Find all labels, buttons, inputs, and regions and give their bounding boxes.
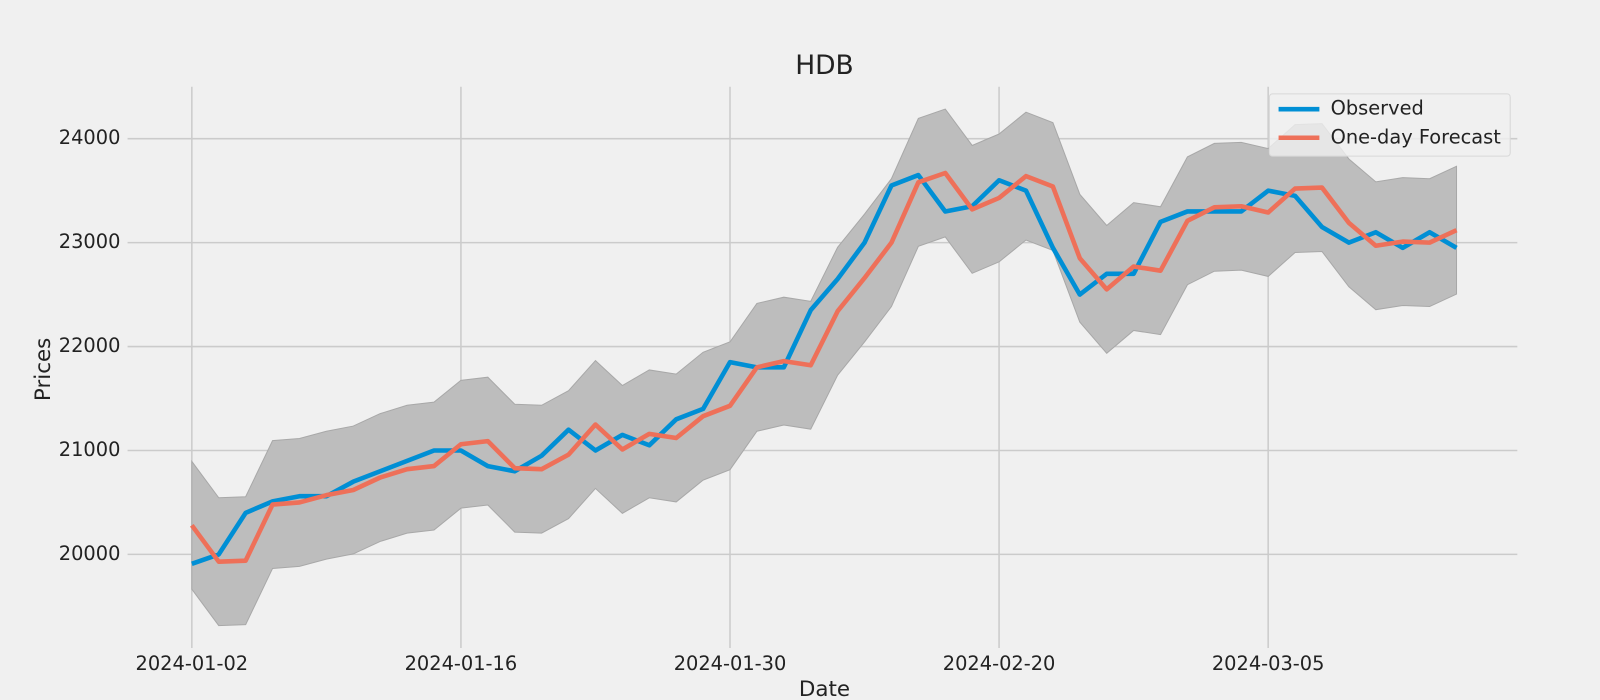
x-axis-label: Date bbox=[799, 677, 850, 700]
x-tick-label: 2024-01-02 bbox=[136, 652, 249, 675]
x-tick-label: 2024-01-16 bbox=[405, 652, 518, 675]
chart-title: HDB bbox=[795, 50, 854, 81]
y-axis-label: Prices bbox=[31, 338, 56, 401]
x-tick-label: 2024-01-30 bbox=[674, 652, 787, 675]
legend-box bbox=[1268, 93, 1511, 157]
x-tick-label: 2024-02-20 bbox=[943, 652, 1056, 675]
series-line bbox=[189, 170, 1458, 564]
y-tick-label: 20000 bbox=[59, 542, 121, 565]
legend: Observed One-day Forecast bbox=[1268, 93, 1511, 157]
y-tick-label: 24000 bbox=[59, 126, 121, 149]
y-tick-label: 21000 bbox=[59, 438, 121, 461]
legend-label: Observed bbox=[1331, 97, 1424, 120]
y-tick-label: 23000 bbox=[59, 230, 121, 253]
legend-label: One-day Forecast bbox=[1331, 125, 1502, 148]
x-tick-label: 2024-03-05 bbox=[1212, 652, 1325, 675]
confidence-band bbox=[191, 108, 1458, 627]
y-tick-label: 22000 bbox=[59, 334, 121, 357]
